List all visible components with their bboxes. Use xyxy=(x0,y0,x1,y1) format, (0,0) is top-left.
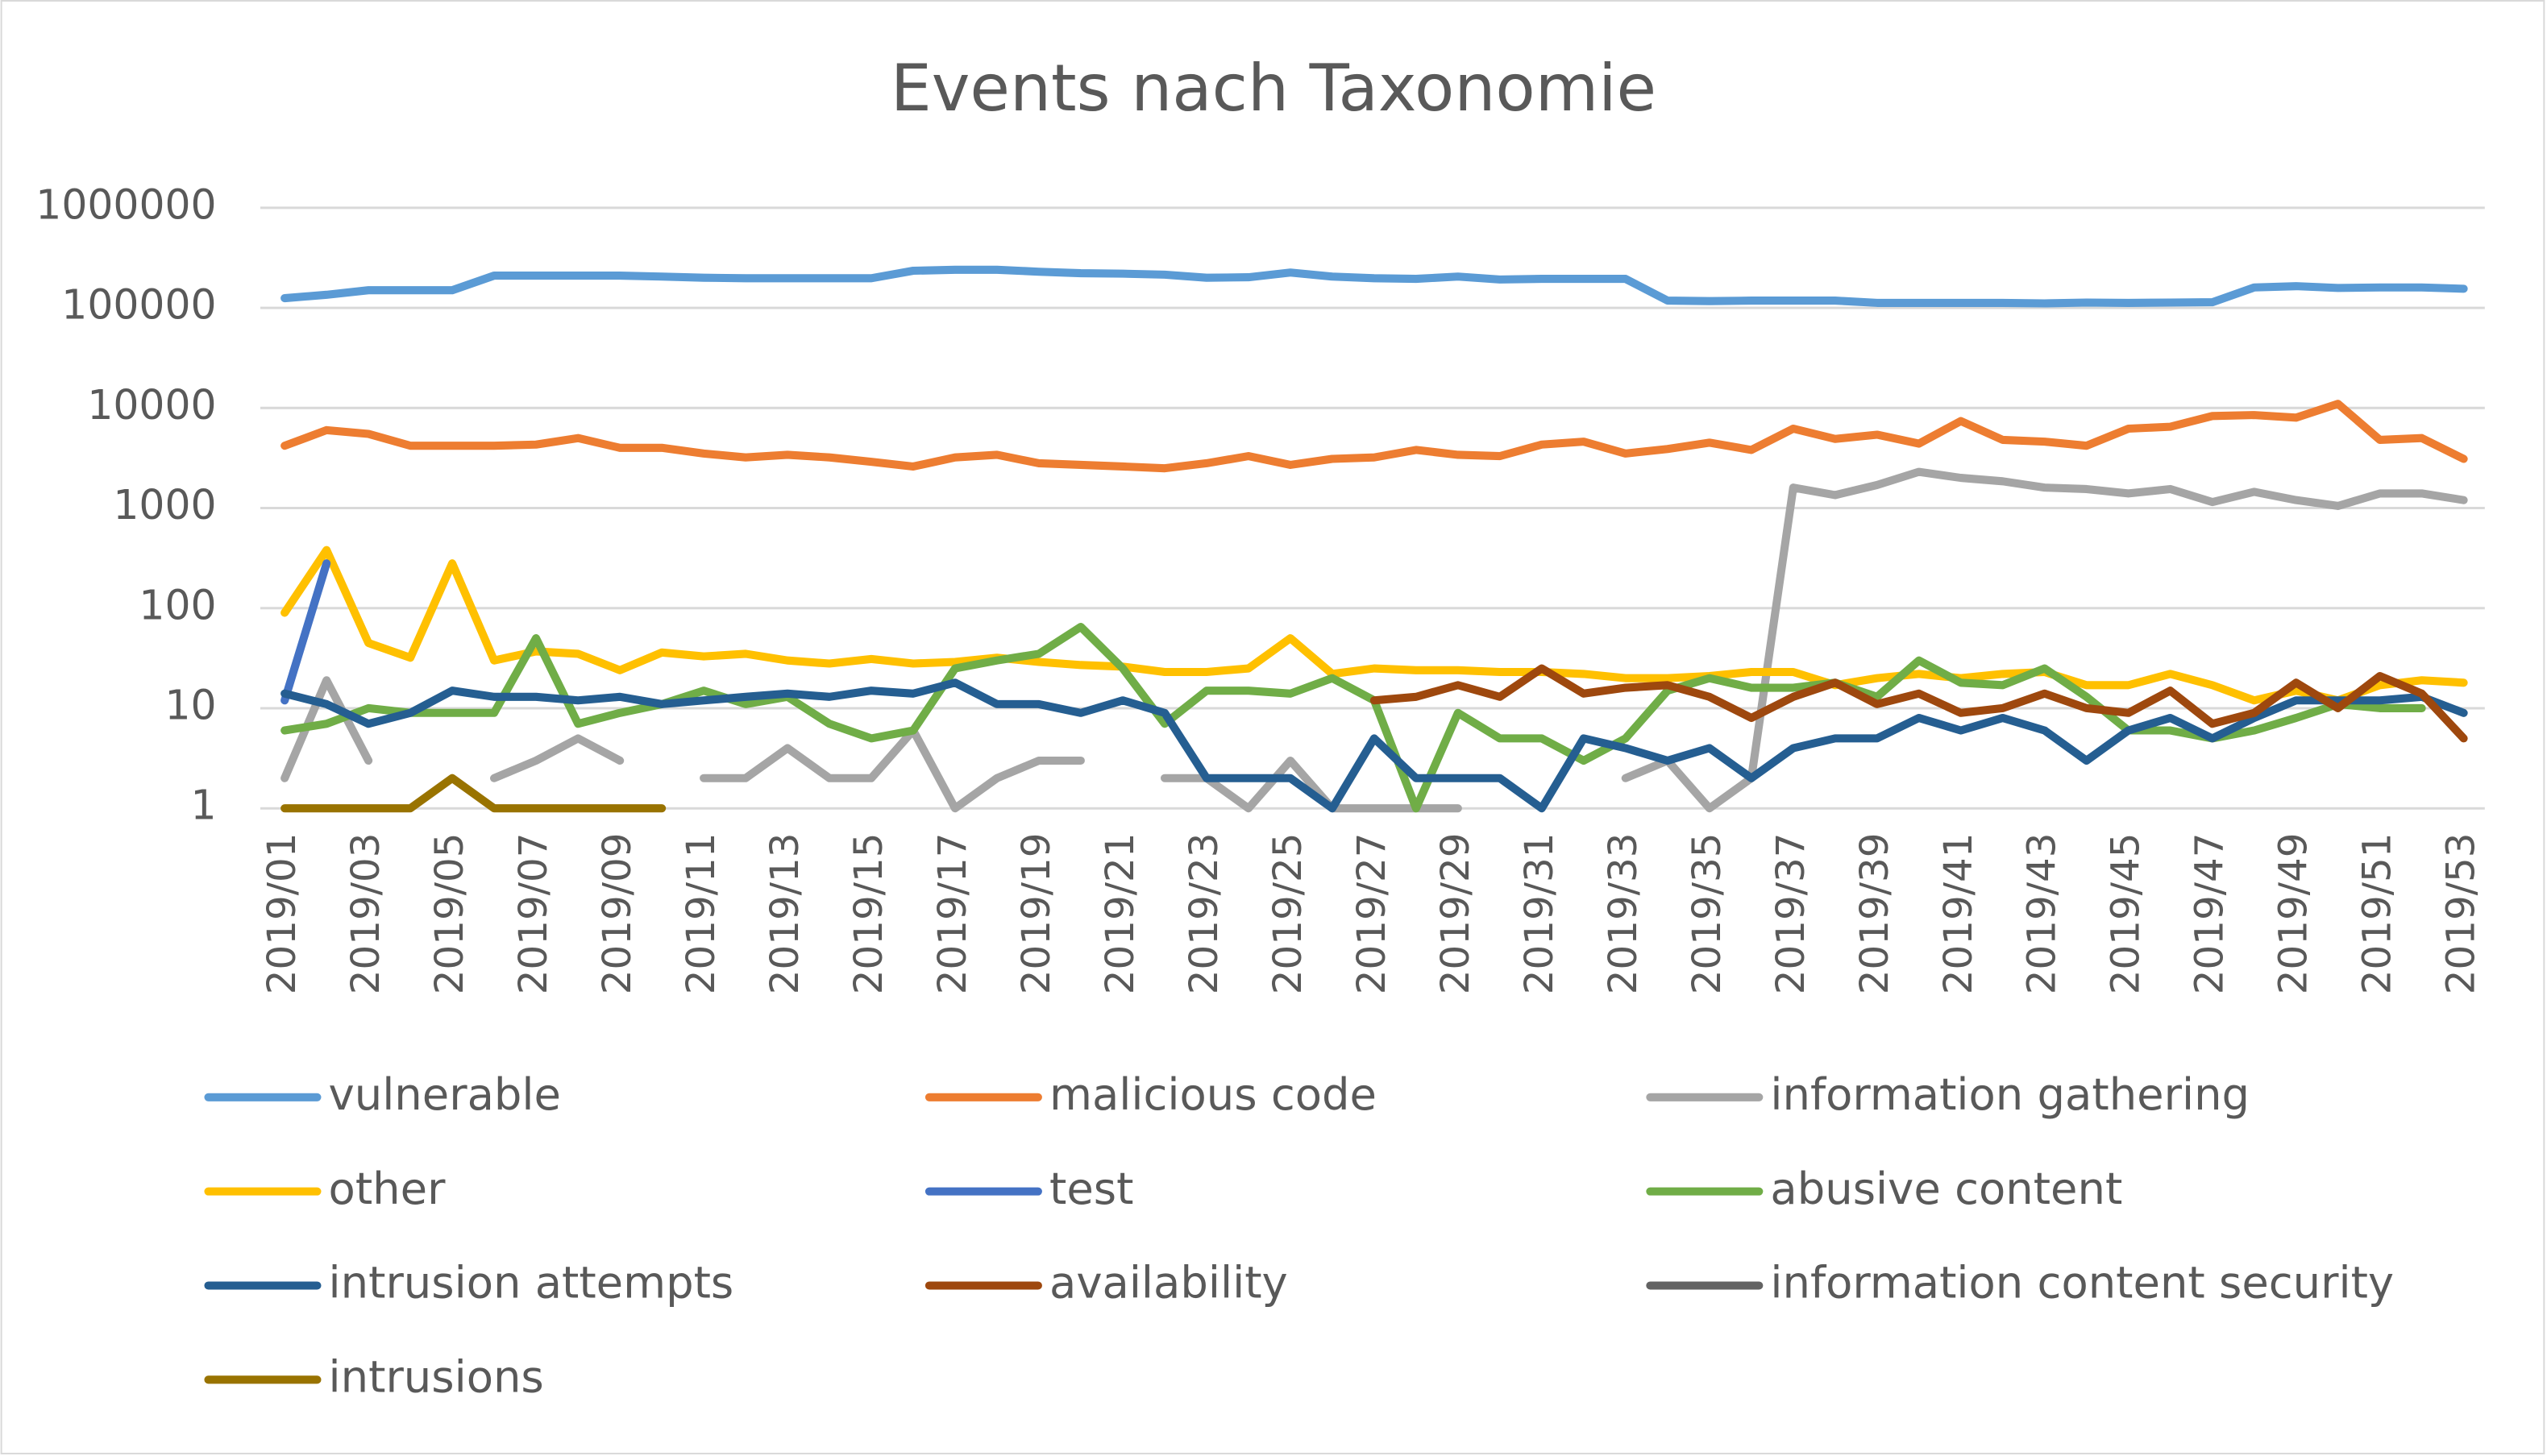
y-tick-label: 1000000 xyxy=(35,180,216,228)
x-tick-label: 2019/19 xyxy=(1014,832,1059,994)
x-tick-label: 2019/33 xyxy=(1601,832,1646,994)
y-tick-label: 100000 xyxy=(61,281,216,329)
x-tick-label: 2019/35 xyxy=(1685,832,1730,994)
legend-label: availability xyxy=(1049,1258,1288,1309)
legend-label: intrusion attempts xyxy=(329,1258,734,1309)
x-tick-label: 2019/15 xyxy=(846,832,891,994)
y-tick-label: 10 xyxy=(164,681,216,728)
x-tick-label: 2019/11 xyxy=(679,832,724,994)
y-tick-label: 1000 xyxy=(113,481,216,529)
legend-label: abusive content xyxy=(1770,1164,2122,1214)
x-tick-label: 2019/31 xyxy=(1517,832,1562,994)
x-tick-label: 2019/45 xyxy=(2104,832,2149,994)
legend-label: vulnerable xyxy=(329,1069,561,1120)
series-line xyxy=(280,559,331,705)
legend-label: intrusions xyxy=(329,1351,544,1402)
y-tick-label: 1 xyxy=(191,782,217,829)
x-tick-label: 2019/17 xyxy=(930,832,975,994)
series-line xyxy=(1369,664,2468,743)
legend-label: malicious code xyxy=(1049,1069,1377,1120)
series-line xyxy=(280,545,2468,705)
series-line xyxy=(280,678,2468,813)
x-tick-label: 2019/29 xyxy=(1433,832,1478,994)
x-tick-label: 2019/51 xyxy=(2355,832,2400,994)
x-tick-label: 2019/53 xyxy=(2439,832,2484,994)
x-tick-label: 2019/25 xyxy=(1265,832,1311,994)
series-line xyxy=(280,467,2468,813)
x-tick-label: 2019/49 xyxy=(2271,832,2316,994)
chart-title: Events nach Taxonomie xyxy=(891,51,1656,127)
x-tick-label: 2019/27 xyxy=(1349,832,1394,994)
series-line xyxy=(280,265,2468,308)
series-line xyxy=(280,400,2468,473)
legend-label: information content security xyxy=(1770,1258,2394,1309)
x-tick-label: 2019/47 xyxy=(2188,832,2233,994)
x-tick-label: 2019/09 xyxy=(595,832,640,994)
x-tick-label: 2019/13 xyxy=(762,832,808,994)
x-tick-label: 2019/21 xyxy=(1098,832,1143,994)
legend-label: test xyxy=(1049,1164,1133,1214)
series-line xyxy=(280,622,2426,813)
x-tick-label: 2019/03 xyxy=(343,832,388,994)
y-tick-label: 100 xyxy=(139,581,216,628)
x-tick-label: 2019/43 xyxy=(2020,832,2065,994)
x-tick-label: 2019/37 xyxy=(1768,832,1814,994)
x-tick-label: 2019/41 xyxy=(1936,832,1981,994)
y-tick-label: 10000 xyxy=(87,381,216,429)
x-tick-label: 2019/01 xyxy=(260,832,305,994)
x-tick-label: 2019/07 xyxy=(511,832,556,994)
x-tick-label: 2019/05 xyxy=(427,832,472,994)
x-tick-label: 2019/39 xyxy=(1852,832,1897,994)
x-tick-label: 2019/23 xyxy=(1182,832,1227,994)
legend-label: other xyxy=(329,1164,447,1214)
series-line xyxy=(280,774,667,813)
legend-label: information gathering xyxy=(1770,1069,2250,1120)
